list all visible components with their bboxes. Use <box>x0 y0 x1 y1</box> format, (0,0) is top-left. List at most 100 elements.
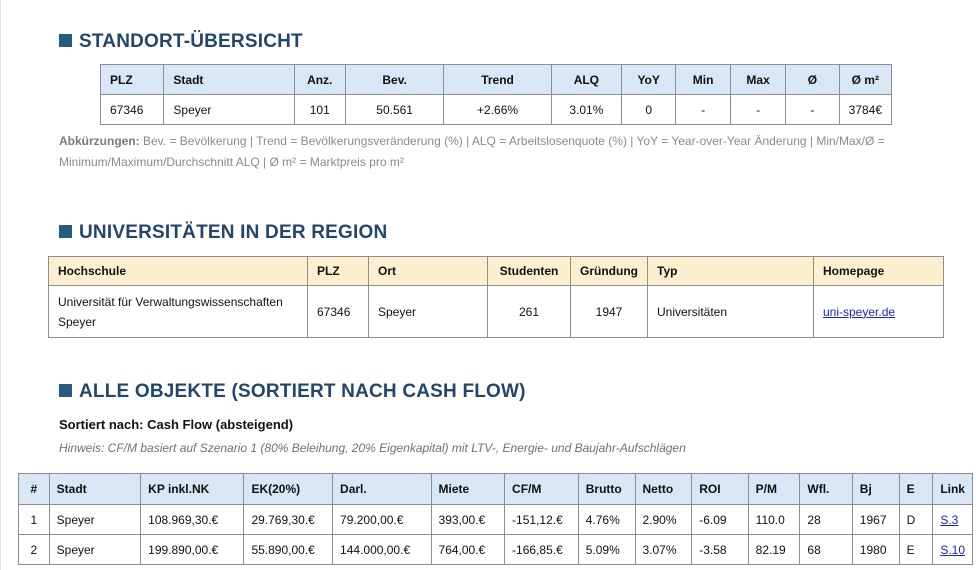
cell-wfl: 28 <box>799 504 853 535</box>
col-index: # <box>18 473 50 505</box>
col-ek: EK(20%) <box>243 473 334 505</box>
cell-pm: 82.19 <box>747 534 801 565</box>
col-yoy: YoY <box>621 64 677 95</box>
abbreviations-note: Abkürzungen: Bev. = Bevölkerung | Trend … <box>59 131 919 173</box>
cell-typ: Universitäten <box>647 285 814 338</box>
col-kp: KP inkl.NK <box>140 473 245 505</box>
cell-gruendung: 1947 <box>570 285 648 338</box>
col-cfm: CF/M <box>504 473 579 505</box>
cell-max: - <box>730 94 787 125</box>
table-row: 2 Speyer 199.890,00.€ 55.890,00.€ 144.00… <box>18 534 973 565</box>
cell-netto: 2.90% <box>634 504 693 535</box>
sort-info: Sortiert nach: Cash Flow (absteigend) <box>59 417 294 432</box>
cell-avg-m2: 3784€ <box>838 94 893 125</box>
col-stadt: Stadt <box>163 64 295 95</box>
col-studenten: Studenten <box>487 256 571 286</box>
standort-table: PLZ Stadt Anz. Bev. Trend ALQ YoY Min Ma… <box>99 64 893 125</box>
universities-table: Hochschule PLZ Ort Studenten Gründung Ty… <box>48 256 944 338</box>
universities-heading: UNIVERSITÄTEN IN DER REGION <box>59 222 387 244</box>
homepage-link[interactable]: uni-speyer.de <box>823 304 896 319</box>
cell-brutto: 4.76% <box>577 504 636 535</box>
cell-avg: - <box>785 94 840 125</box>
objects-header-row: # Stadt KP inkl.NK EK(20%) Darl. Miete C… <box>18 473 973 505</box>
heading-square-icon <box>59 34 72 47</box>
cell-plz: 67346 <box>307 285 369 338</box>
col-min: Min <box>675 64 732 95</box>
col-hochschule: Hochschule <box>48 256 308 286</box>
cell-miete: 764,00.€ <box>430 534 506 565</box>
col-stadt: Stadt <box>48 473 142 505</box>
cell-wfl: 68 <box>799 534 853 565</box>
cell-ort: Speyer <box>368 285 488 338</box>
col-roi: ROI <box>691 473 749 505</box>
cell-pm: 110.0 <box>747 504 801 535</box>
col-pm: P/M <box>747 473 801 505</box>
cell-index: 2 <box>18 534 50 565</box>
cell-yoy: 0 <box>621 94 677 125</box>
cell-trend: +2.66% <box>443 94 552 125</box>
abbreviations-label: Abkürzungen: <box>59 134 140 148</box>
cell-cfm: -151,12.€ <box>504 504 579 535</box>
cell-bj: 1980 <box>851 534 900 565</box>
table-row: 1 Speyer 108.969,30.€ 29.769,30.€ 79.200… <box>18 504 973 535</box>
standort-heading: STANDORT-ÜBERSICHT <box>59 31 303 53</box>
cell-stadt: Speyer <box>163 94 295 125</box>
cell-bj: 1967 <box>851 504 900 535</box>
col-miete: Miete <box>430 473 506 505</box>
cell-homepage: uni-speyer.de <box>813 285 944 338</box>
col-trend: Trend <box>443 64 552 95</box>
cell-kp: 108.969,30.€ <box>140 504 245 535</box>
col-avg-m2: Ø m² <box>838 64 893 95</box>
col-alq: ALQ <box>550 64 623 95</box>
col-gruendung: Gründung <box>570 256 648 286</box>
col-e: E <box>898 473 934 505</box>
col-homepage: Homepage <box>813 256 944 286</box>
cell-ek: 55.890,00.€ <box>243 534 334 565</box>
cell-stadt: Speyer <box>48 534 142 565</box>
col-typ: Typ <box>647 256 814 286</box>
heading-square-icon <box>59 225 72 238</box>
cell-roi: -6.09 <box>691 504 749 535</box>
cell-netto: 3.07% <box>634 534 693 565</box>
cell-brutto: 5.09% <box>577 534 636 565</box>
universities-title: UNIVERSITÄTEN IN DER REGION <box>79 222 388 243</box>
cell-roi: -3.58 <box>691 534 749 565</box>
col-avg: Ø <box>785 64 840 95</box>
objects-title: ALLE OBJEKTE (SORTIERT NACH CASH FLOW) <box>79 381 526 402</box>
cell-anz: 101 <box>293 94 346 125</box>
col-darl: Darl. <box>332 473 432 505</box>
standort-title: STANDORT-ÜBERSICHT <box>79 31 303 52</box>
col-plz: PLZ <box>99 64 165 95</box>
cell-cfm: -166,85.€ <box>504 534 579 565</box>
col-plz: PLZ <box>307 256 369 286</box>
objects-heading: ALLE OBJEKTE (SORTIERT NACH CASH FLOW) <box>59 381 526 403</box>
cell-index: 1 <box>18 504 50 535</box>
standort-header-row: PLZ Stadt Anz. Bev. Trend ALQ YoY Min Ma… <box>99 64 893 95</box>
page-left-border <box>0 0 1 570</box>
abbreviations-text: Bev. = Bevölkerung | Trend = Bevölkerung… <box>59 134 885 169</box>
cell-plz: 67346 <box>99 94 165 125</box>
university-row: Universität für Verwaltungswissenschafte… <box>48 285 944 338</box>
col-ort: Ort <box>368 256 488 286</box>
object-page-link[interactable]: S.3 <box>940 512 959 527</box>
cell-miete: 393,00.€ <box>430 504 506 535</box>
col-bj: Bj <box>851 473 900 505</box>
col-wfl: Wfl. <box>799 473 853 505</box>
cell-link: S.10 <box>932 534 973 565</box>
cell-kp: 199.890,00.€ <box>140 534 245 565</box>
cell-link: S.3 <box>932 504 973 535</box>
heading-square-icon <box>59 384 72 397</box>
cell-ek: 29.769,30.€ <box>243 504 334 535</box>
scenario-hint: Hinweis: CF/M basiert auf Szenario 1 (80… <box>59 441 686 455</box>
cell-stadt: Speyer <box>48 504 142 535</box>
standort-row: 67346 Speyer 101 50.561 +2.66% 3.01% 0 -… <box>99 94 893 125</box>
col-netto: Netto <box>634 473 693 505</box>
cell-hochschule: Universität für Verwaltungswissenschafte… <box>48 285 308 338</box>
col-max: Max <box>730 64 787 95</box>
object-page-link[interactable]: S.10 <box>940 542 965 557</box>
col-link: Link <box>932 473 973 505</box>
cell-e: E <box>898 534 934 565</box>
cell-bev: 50.561 <box>344 94 445 125</box>
col-bev: Bev. <box>344 64 445 95</box>
col-anz: Anz. <box>293 64 346 95</box>
